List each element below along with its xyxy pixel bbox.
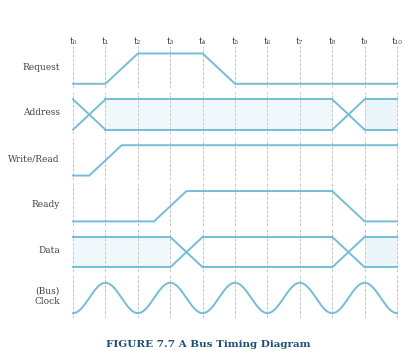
Text: t₉: t₉ bbox=[361, 37, 368, 46]
Y-axis label: Data: Data bbox=[38, 246, 60, 255]
Text: FIGURE 7.7 A Bus Timing Diagram: FIGURE 7.7 A Bus Timing Diagram bbox=[106, 341, 310, 349]
Text: t₀: t₀ bbox=[69, 37, 77, 46]
Text: t₁₀: t₁₀ bbox=[391, 37, 402, 46]
Y-axis label: Write/Read: Write/Read bbox=[8, 154, 60, 163]
Text: t₁: t₁ bbox=[102, 37, 109, 46]
Text: t₃: t₃ bbox=[166, 37, 174, 46]
Y-axis label: Request: Request bbox=[22, 62, 60, 72]
Text: t₅: t₅ bbox=[231, 37, 239, 46]
Text: t₆: t₆ bbox=[264, 37, 271, 46]
Text: t₇: t₇ bbox=[296, 37, 304, 46]
Text: t₂: t₂ bbox=[134, 37, 141, 46]
Y-axis label: Ready: Ready bbox=[32, 200, 60, 209]
Text: t₄: t₄ bbox=[199, 37, 206, 46]
Y-axis label: (Bus)
Clock: (Bus) Clock bbox=[34, 287, 60, 306]
Y-axis label: Address: Address bbox=[23, 108, 60, 118]
Text: t₈: t₈ bbox=[329, 37, 336, 46]
